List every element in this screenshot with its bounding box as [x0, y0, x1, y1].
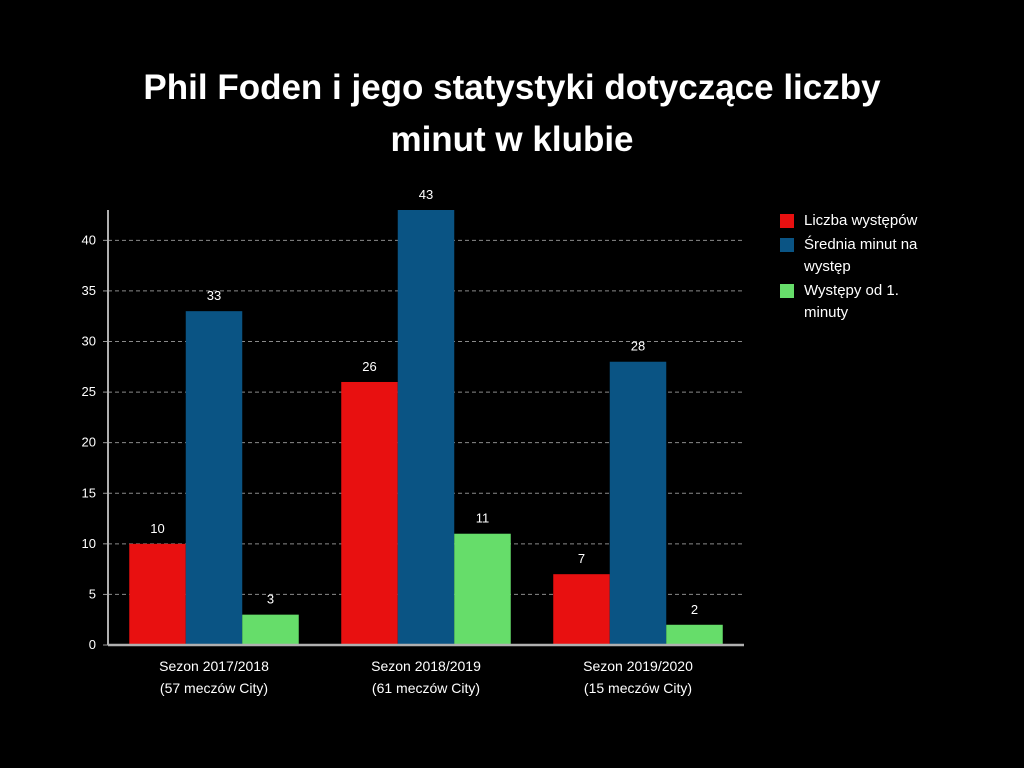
- data-label: 2: [691, 602, 698, 617]
- legend-swatch: [780, 214, 794, 228]
- axes: [103, 210, 744, 647]
- bar-series-1-cat-1: [397, 210, 455, 645]
- bar-series-2-cat-0: [242, 614, 299, 645]
- data-label: 10: [150, 521, 164, 536]
- y-tick-label: 40: [82, 232, 96, 247]
- legend-label: Liczba występów: [804, 212, 918, 229]
- y-tick-label: 10: [82, 536, 96, 551]
- data-label: 11: [476, 511, 490, 526]
- y-tick-label: 15: [82, 485, 96, 500]
- data-label: 26: [362, 359, 376, 374]
- legend-label: Średnia minut na występ: [804, 236, 918, 275]
- x-category-label: Sezon 2018/2019: [371, 658, 481, 674]
- legend-label: Występy od 1. minuty: [804, 282, 899, 321]
- legend-swatch: [780, 284, 794, 298]
- y-tick-label: 20: [82, 435, 96, 450]
- x-category-label: (57 meczów City): [160, 680, 268, 696]
- x-category-label: (15 meczów City): [584, 680, 692, 696]
- x-category-label: (61 meczów City): [372, 680, 480, 696]
- y-tick-label: 25: [82, 384, 96, 399]
- bars: [129, 210, 723, 645]
- bar-series-0-cat-2: [553, 574, 610, 645]
- data-label: 28: [631, 339, 645, 354]
- bar-series-1-cat-0: [185, 311, 243, 645]
- bar-series-1-cat-2: [609, 361, 667, 645]
- legend-item-liczba-wystepow: Liczba występów: [780, 212, 980, 232]
- x-category-label: Sezon 2019/2020: [583, 658, 693, 674]
- chart-title: Phil Foden i jego statystyki dotyczące l…: [62, 62, 962, 166]
- legend: Liczba występów Średnia minut na występ …: [780, 212, 980, 328]
- bar-series-0-cat-0: [129, 543, 186, 645]
- bar-series-0-cat-1: [341, 381, 398, 645]
- data-label: 3: [267, 592, 274, 607]
- x-category-label: Sezon 2017/2018: [159, 658, 269, 674]
- data-label: 33: [207, 288, 221, 303]
- chart-title-line-2: minut w klubie: [390, 120, 634, 159]
- data-label: 7: [578, 551, 585, 566]
- y-tick-label: 5: [89, 586, 96, 601]
- y-tick-label: 0: [89, 637, 96, 652]
- chart-title-line-1: Phil Foden i jego statystyki dotyczące l…: [143, 68, 881, 107]
- legend-swatch: [780, 238, 794, 252]
- legend-item-srednia-minut: Średnia minut na występ: [780, 236, 980, 278]
- bar-series-2-cat-2: [666, 624, 723, 645]
- y-tick-label: 30: [82, 334, 96, 349]
- legend-item-wystepy-od-1-minuty: Występy od 1. minuty: [780, 282, 980, 324]
- data-label: 43: [419, 187, 433, 202]
- bar-series-2-cat-1: [454, 533, 511, 645]
- y-tick-label: 35: [82, 283, 96, 298]
